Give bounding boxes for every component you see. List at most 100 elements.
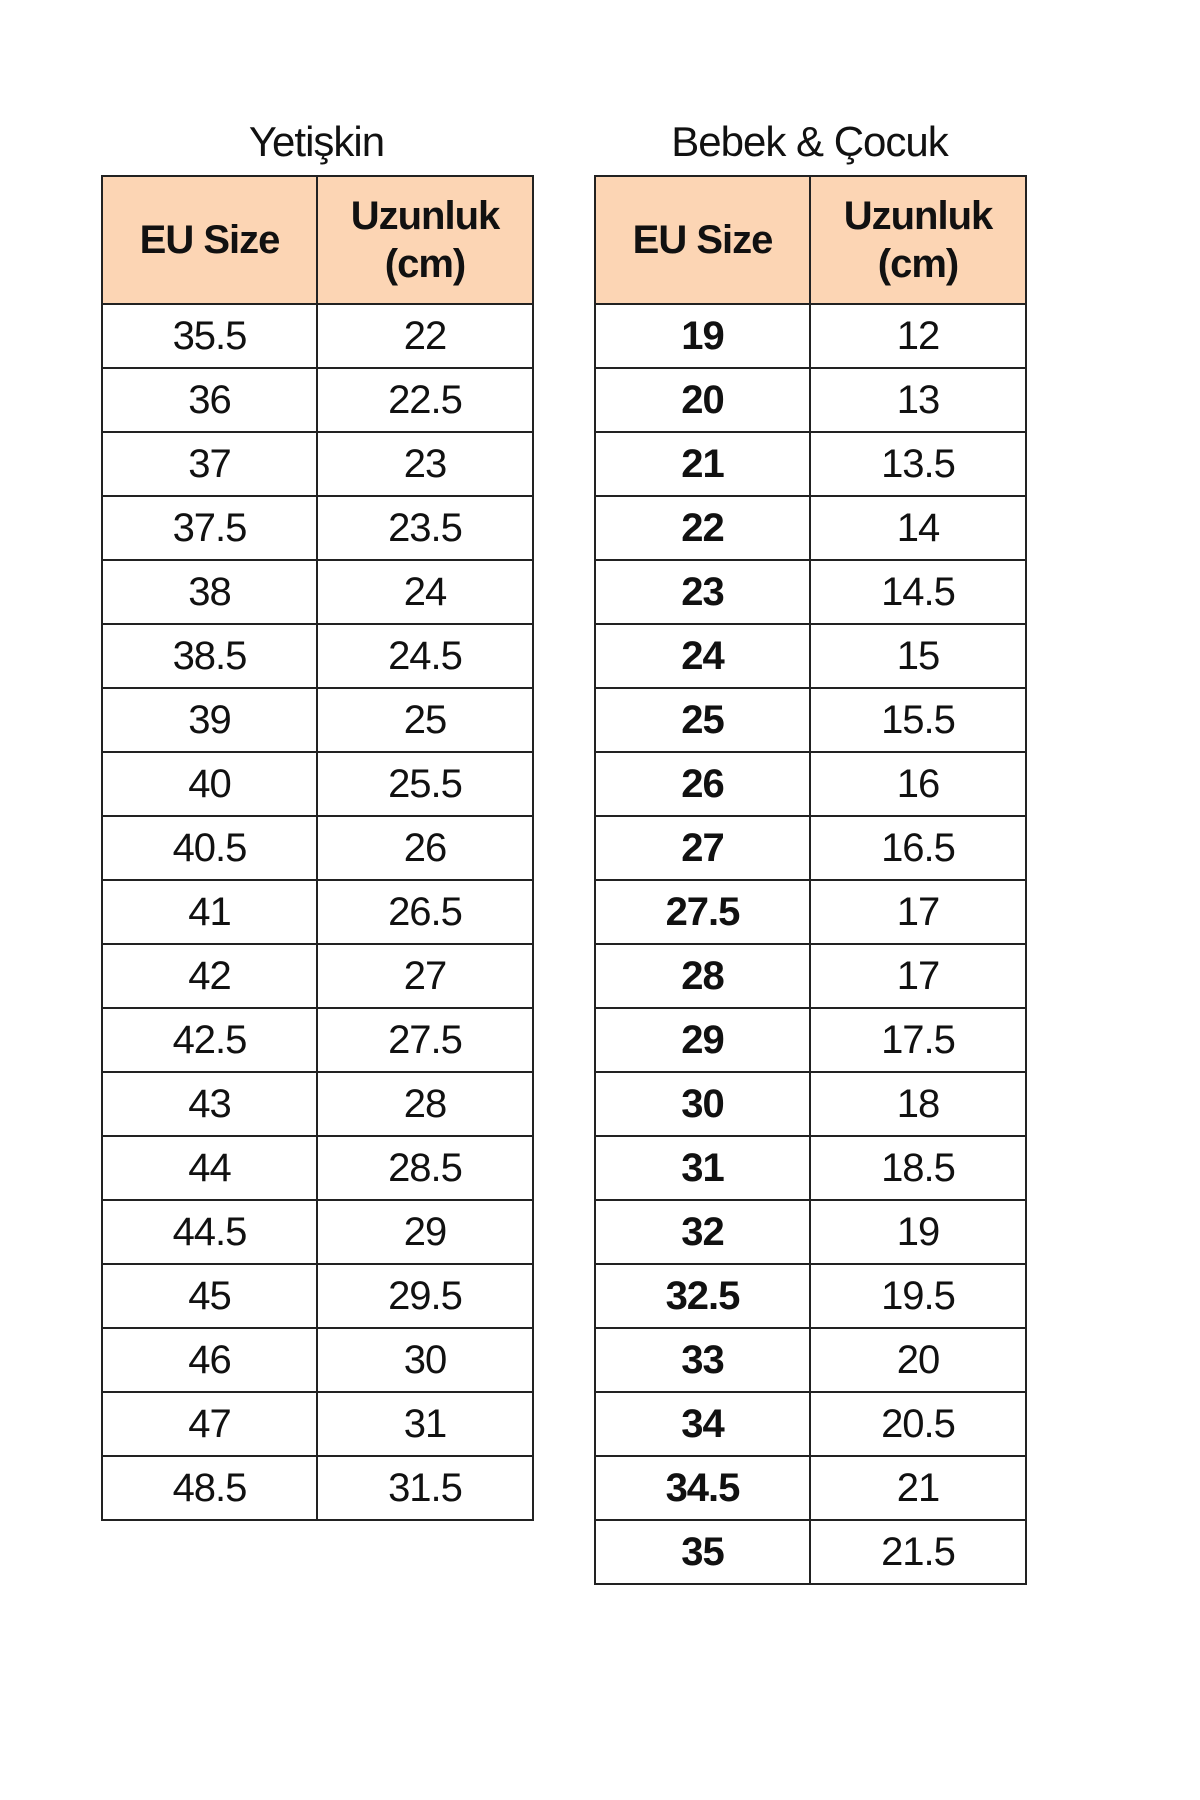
length-cell: 23 [316,431,534,497]
table-row: 43 28 [101,1071,534,1137]
table-row: 27 16.5 [594,815,1027,881]
eu-size-cell: 43 [101,1071,318,1137]
length-cell: 22.5 [316,367,534,433]
length-cell: 23.5 [316,495,534,561]
length-cell: 17.5 [809,1007,1027,1073]
eu-size-cell: 25 [594,687,811,753]
eu-size-cell: 40 [101,751,318,817]
header-eu-size: EU Size [101,175,318,305]
header-length: Uzunluk (cm) [809,175,1027,305]
table-row: 27.5 17 [594,879,1027,945]
table-row: 23 14.5 [594,559,1027,625]
length-cell: 20 [809,1327,1027,1393]
eu-size-cell: 34 [594,1391,811,1457]
eu-size-cell: 42 [101,943,318,1009]
header-length: Uzunluk (cm) [316,175,534,305]
length-cell: 30 [316,1327,534,1393]
header-eu-size: EU Size [594,175,811,305]
eu-size-cell: 30 [594,1071,811,1137]
eu-size-cell: 32 [594,1199,811,1265]
table-row: 37 23 [101,431,534,497]
eu-size-cell: 20 [594,367,811,433]
table-row: 36 22.5 [101,367,534,433]
eu-size-cell: 38 [101,559,318,625]
eu-size-cell: 40.5 [101,815,318,881]
eu-size-cell: 22 [594,495,811,561]
eu-size-cell: 21 [594,431,811,497]
table-row: 26 16 [594,751,1027,817]
table-row: 35.5 22 [101,303,534,369]
length-cell: 31 [316,1391,534,1457]
eu-size-cell: 37 [101,431,318,497]
table-row: 47 31 [101,1391,534,1457]
eu-size-cell: 28 [594,943,811,1009]
length-cell: 14 [809,495,1027,561]
length-cell: 17 [809,879,1027,945]
eu-size-cell: 35.5 [101,303,318,369]
eu-size-cell: 27 [594,815,811,881]
table-row: 39 25 [101,687,534,753]
table-row: 37.5 23.5 [101,495,534,561]
length-cell: 18.5 [809,1135,1027,1201]
eu-size-cell: 33 [594,1327,811,1393]
eu-size-cell: 23 [594,559,811,625]
table-row: 33 20 [594,1327,1027,1393]
eu-size-cell: 27.5 [594,879,811,945]
length-cell: 25.5 [316,751,534,817]
eu-size-cell: 41 [101,879,318,945]
table-row: 42 27 [101,943,534,1009]
eu-size-cell: 26 [594,751,811,817]
table-row: 46 30 [101,1327,534,1393]
length-cell: 13.5 [809,431,1027,497]
eu-size-cell: 44.5 [101,1199,318,1265]
length-cell: 24.5 [316,623,534,689]
length-cell: 29 [316,1199,534,1265]
table-row: 30 18 [594,1071,1027,1137]
eu-size-cell: 24 [594,623,811,689]
eu-size-cell: 47 [101,1391,318,1457]
kids-table-title: Bebek & Çocuk [671,118,949,165]
length-cell: 15 [809,623,1027,689]
length-cell: 20.5 [809,1391,1027,1457]
length-cell: 26 [316,815,534,881]
eu-size-cell: 32.5 [594,1263,811,1329]
table-row: 45 29.5 [101,1263,534,1329]
length-cell: 26.5 [316,879,534,945]
eu-size-cell: 45 [101,1263,318,1329]
table-row: 32.5 19.5 [594,1263,1027,1329]
eu-size-cell: 42.5 [101,1007,318,1073]
table-row: 32 19 [594,1199,1027,1265]
length-cell: 28.5 [316,1135,534,1201]
table-row: 20 13 [594,367,1027,433]
table-row: 22 14 [594,495,1027,561]
table-row: 19 12 [594,303,1027,369]
length-cell: 24 [316,559,534,625]
length-cell: 22 [316,303,534,369]
table-row: 44 28.5 [101,1135,534,1201]
length-cell: 29.5 [316,1263,534,1329]
length-cell: 31.5 [316,1455,534,1521]
table-row: 38 24 [101,559,534,625]
length-cell: 14.5 [809,559,1027,625]
adult-size-table: EU Size Uzunluk (cm) 35.5 22 36 22.5 37 23 37.… [101,175,534,1521]
table-row: 29 17.5 [594,1007,1027,1073]
eu-size-cell: 48.5 [101,1455,318,1521]
table-row: 25 15.5 [594,687,1027,753]
eu-size-cell: 39 [101,687,318,753]
length-cell: 28 [316,1071,534,1137]
eu-size-cell: 44 [101,1135,318,1201]
eu-size-cell: 46 [101,1327,318,1393]
table-row: 40 25.5 [101,751,534,817]
table-row: 41 26.5 [101,879,534,945]
table-row: 34.5 21 [594,1455,1027,1521]
table-row: 24 15 [594,623,1027,689]
table-row: 42.5 27.5 [101,1007,534,1073]
length-cell: 25 [316,687,534,753]
table-row: 48.5 31.5 [101,1455,534,1521]
table-row: 28 17 [594,943,1027,1009]
kids-size-table: EU Size Uzunluk (cm) 19 12 20 13 21 13.5 22 14 2… [594,175,1027,1585]
length-cell: 27.5 [316,1007,534,1073]
length-cell: 19.5 [809,1263,1027,1329]
length-cell: 15.5 [809,687,1027,753]
table-row: 38.5 24.5 [101,623,534,689]
